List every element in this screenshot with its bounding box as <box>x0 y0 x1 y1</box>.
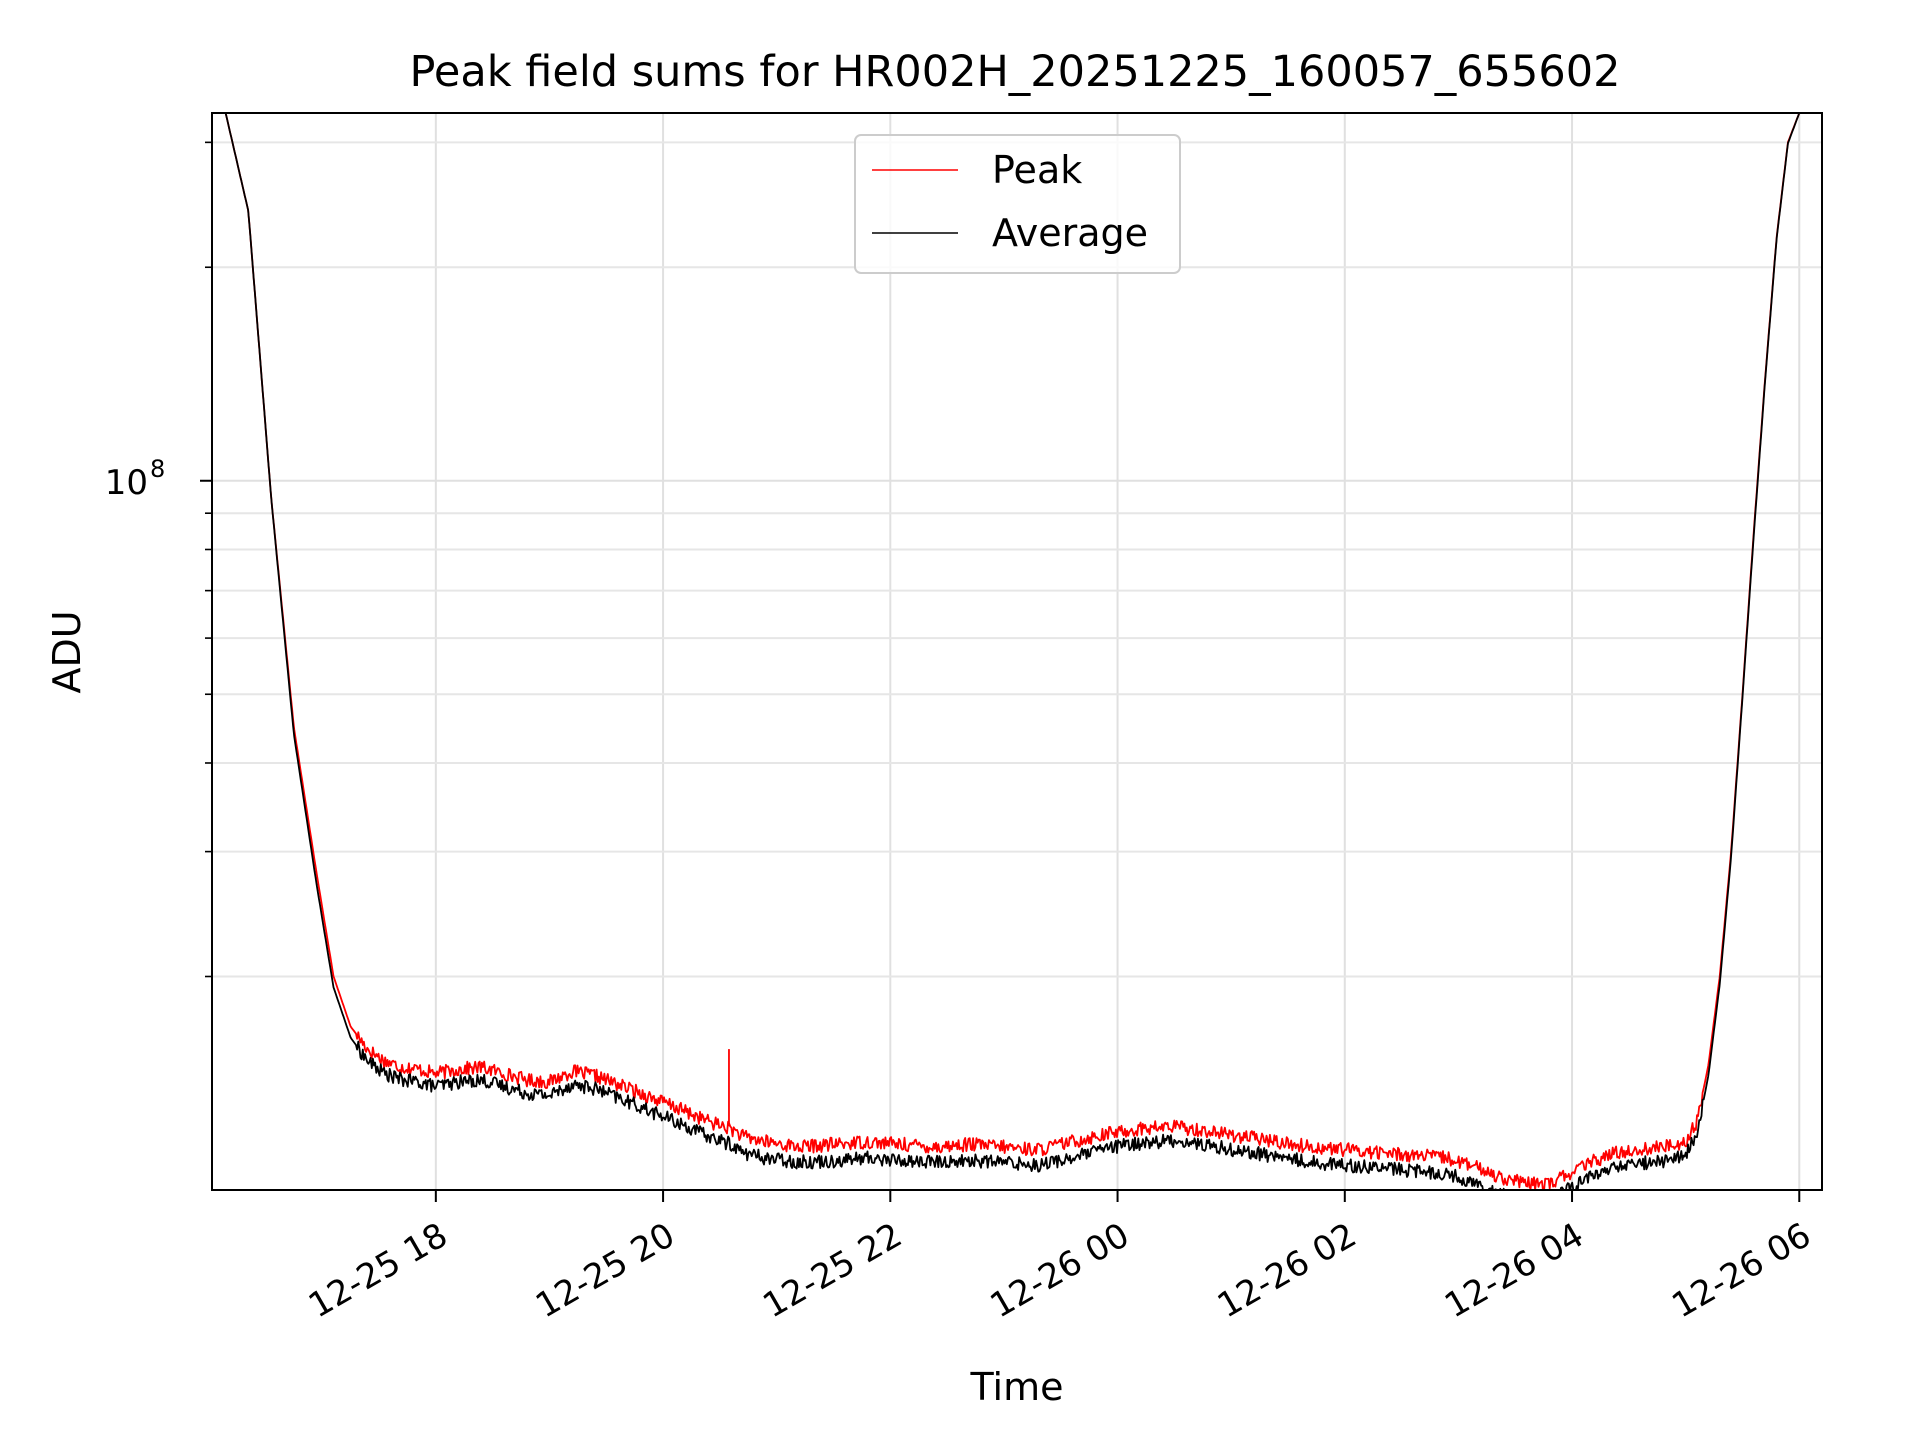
plot-frame <box>211 112 1823 1191</box>
y-axis-ticks: 10 8 <box>105 141 212 978</box>
series-layer <box>224 113 1801 1190</box>
legend-peak-label: Peak <box>992 148 1082 192</box>
y-tick-base: 10 <box>105 463 148 503</box>
series-line-peak <box>224 113 1801 1190</box>
x-axis-label: Time <box>970 1365 1064 1409</box>
y-axis-label: ADU <box>45 610 89 693</box>
legend-average-label: Average <box>992 211 1148 255</box>
chart-title: Peak field sums for HR002H_20251225_1600… <box>410 47 1621 97</box>
y-tick-exponent: 8 <box>150 455 165 483</box>
series-line-average <box>224 113 1801 1190</box>
legend: Peak Average <box>854 134 1181 274</box>
y-tick-label: 10 8 <box>105 455 166 503</box>
grid-lines <box>212 113 1822 1190</box>
